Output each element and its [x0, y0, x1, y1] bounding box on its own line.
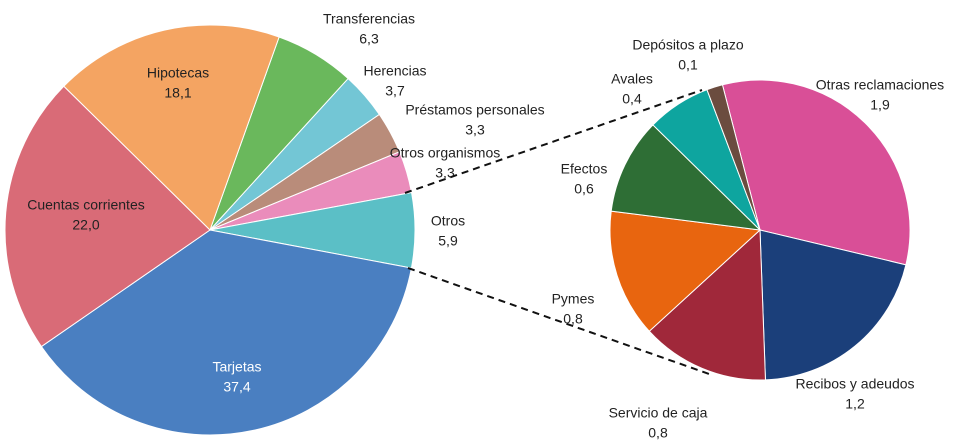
slice-value-label: 3,3	[465, 122, 485, 138]
slice-label: Cuentas corrientes	[27, 197, 145, 213]
slice-label: Recibos y adeudos	[795, 376, 914, 392]
slice-value-label: 3,7	[385, 83, 405, 99]
pie-slice	[609, 210, 762, 332]
slice-value-label: 22,0	[72, 217, 99, 233]
pie-slice	[706, 84, 761, 231]
slice-value-label: 3,3	[435, 165, 455, 181]
slice-value-label: 0,8	[648, 425, 668, 441]
connector-line	[404, 89, 703, 194]
pie-slice	[4, 85, 211, 348]
slice-label: Efectos	[561, 161, 608, 177]
slice-value-label: 1,9	[870, 97, 890, 113]
slice-label: Tarjetas	[212, 359, 261, 375]
slice-label: Depósitos a plazo	[632, 37, 744, 53]
pie-slice	[721, 79, 911, 266]
connector-line	[407, 267, 713, 376]
slice-value-label: 37,4	[223, 379, 250, 395]
slice-label: Herencias	[363, 63, 426, 79]
slice-label: Hipotecas	[147, 65, 209, 81]
slice-value-label: 0,4	[622, 91, 642, 107]
pie-slice	[648, 228, 766, 381]
slice-label: Otras reclamaciones	[816, 77, 944, 93]
pie-slice	[40, 229, 413, 436]
slice-value-label: 18,1	[164, 85, 191, 101]
slice-value-label: 0,6	[574, 181, 594, 197]
slice-value-label: 0,1	[678, 57, 698, 73]
slice-label: Avales	[611, 71, 653, 87]
slice-value-label: 1,2	[845, 396, 865, 412]
slice-value-label: 5,9	[438, 233, 458, 249]
slice-label: Préstamos personales	[405, 102, 544, 118]
slice-label: Servicio de caja	[609, 405, 708, 421]
pie-slice	[63, 24, 280, 231]
slice-label: Otros	[431, 213, 465, 229]
slice-value-label: 6,3	[359, 31, 379, 47]
pie-slice	[759, 229, 907, 381]
slice-value-label: 0,8	[563, 311, 583, 327]
slice-label: Transferencias	[323, 11, 415, 27]
slice-label: Otros organismos	[390, 145, 500, 161]
pie-slice	[610, 124, 762, 231]
slice-label: Pymes	[552, 291, 595, 307]
